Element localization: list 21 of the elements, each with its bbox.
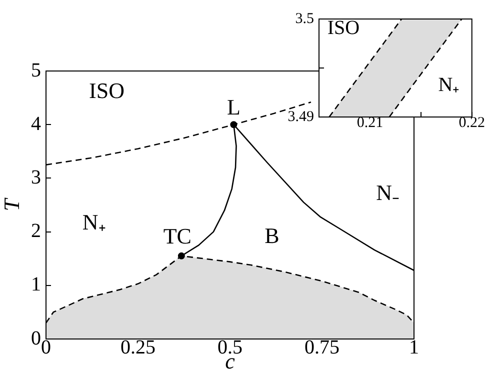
x-tick-label: 0.25: [120, 336, 156, 358]
y-tick-label: 3: [31, 166, 41, 188]
y-tick-label: 3.49: [288, 108, 314, 125]
annotation: TC: [163, 224, 192, 249]
annotation: N₋: [376, 180, 399, 206]
y-tick-label: 1: [31, 274, 41, 296]
annotation: B: [264, 222, 280, 248]
x-tick-label: 0.21: [356, 114, 384, 131]
x-tick-label: 0.22: [458, 114, 485, 131]
y-axis-title: T: [0, 197, 24, 212]
annotation: N₊: [82, 210, 106, 235]
x-tick-label: 1: [409, 336, 419, 358]
annotation: L: [226, 94, 240, 120]
y-tick-label: 2: [31, 220, 41, 242]
y-tick-label: 4: [31, 112, 41, 135]
annotation: N₊: [438, 74, 460, 96]
y-tick-label: 3.5: [295, 10, 314, 27]
x-tick-label: 0.75: [304, 336, 340, 358]
y-tick-label: 5: [31, 59, 41, 82]
annotation: ISO: [88, 78, 124, 104]
annotation: ISO: [327, 17, 360, 40]
